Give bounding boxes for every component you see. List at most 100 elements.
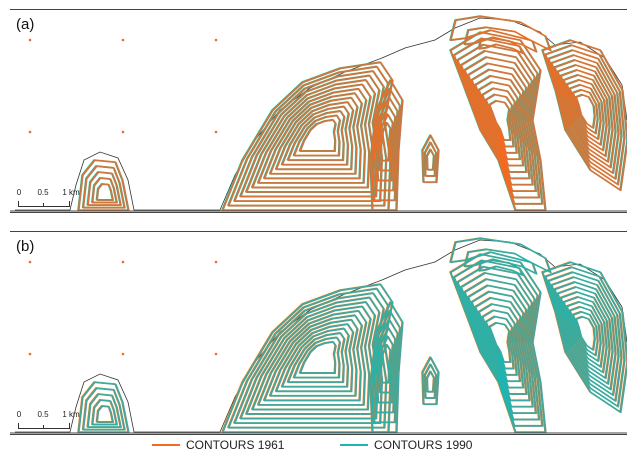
contour-line-1990	[554, 281, 617, 391]
contour-line-1961	[378, 113, 395, 172]
contour-line-1961	[569, 84, 602, 141]
panel-label: (b)	[16, 238, 35, 255]
contour-map-b	[10, 237, 627, 434]
legend-label-1961: CONTOURS 1961	[186, 438, 285, 452]
scale-label-1km: 1 km	[62, 410, 80, 419]
contour-line-1990	[548, 271, 623, 402]
contour-line-1990	[575, 316, 596, 351]
contour-line-1990	[91, 399, 118, 426]
contour-line-1961	[566, 79, 605, 146]
contour-line-1990	[557, 286, 614, 385]
grid-tick-mark	[28, 352, 32, 356]
contour-line-1961	[542, 39, 627, 192]
scale-label-0: 0	[16, 188, 22, 197]
contour-line-1990	[545, 266, 626, 408]
grid-tick-mark	[214, 130, 218, 134]
scale-label-0: 0	[16, 410, 22, 419]
scale-label-half: 0.5	[37, 410, 49, 419]
contour-line-1961	[78, 159, 130, 212]
panel-label: (a)	[16, 16, 35, 33]
contour-line-1961	[474, 75, 525, 167]
contour-line-1990	[560, 291, 611, 380]
contour-line-1990	[370, 301, 404, 434]
contour-line-1990	[82, 387, 126, 431]
contour-line-1961	[548, 49, 623, 180]
contour-line-1990	[422, 356, 440, 406]
grid-tick-mark	[28, 130, 32, 134]
contour-line-1990	[482, 309, 518, 376]
grid-tick-mark	[28, 38, 32, 42]
grid-tick-mark	[121, 130, 125, 134]
contour-line-1990	[474, 297, 525, 389]
contour-line-1990	[287, 332, 346, 384]
contour-line-1961	[91, 177, 118, 204]
contour-line-1990	[566, 301, 605, 368]
contour-line-1961	[257, 88, 368, 184]
legend: CONTOURS 1961 CONTOURS 1990	[0, 438, 627, 458]
contour-line-1990	[450, 237, 552, 274]
contour-line-1961	[287, 110, 346, 162]
contour-line-1961	[281, 106, 350, 166]
contour-line-1961	[478, 37, 524, 55]
contour-line-1961	[485, 94, 515, 148]
contour-line-1961	[572, 89, 599, 135]
contour-line-1961	[464, 56, 534, 186]
contour-line-1990	[257, 310, 368, 406]
contour-line-1990	[563, 296, 608, 374]
map-panel-b: (b) 0 0.5 1 km	[10, 231, 627, 435]
contour-line-1990	[228, 288, 390, 429]
contour-line-1961	[96, 183, 115, 202]
contour-line-1961	[422, 134, 440, 184]
grid-tick-mark	[214, 352, 218, 356]
legend-item-1961: CONTOURS 1961	[152, 438, 284, 452]
scale-bar: 0 0.5 1 km	[15, 188, 80, 208]
contour-map-a	[10, 15, 627, 212]
contour-line-1990	[275, 323, 355, 393]
legend-swatch-1990	[340, 444, 368, 446]
contour-line-1961	[228, 66, 390, 207]
contour-line-1961	[222, 61, 394, 212]
contours-1990	[78, 237, 627, 434]
contour-line-1990	[467, 284, 531, 402]
contour-line-1961	[450, 15, 552, 52]
contour-line-1961	[471, 69, 528, 173]
contour-line-1990	[471, 291, 528, 395]
contour-line-1961	[269, 97, 359, 175]
contour-line-1990	[426, 370, 436, 393]
contour-line-1990	[380, 344, 392, 384]
contour-line-1961	[489, 100, 512, 142]
contour-line-1990	[299, 341, 337, 375]
contour-line-1961	[460, 50, 538, 193]
contour-line-1961	[560, 69, 611, 158]
contour-line-1990	[542, 261, 627, 414]
contour-line-1990	[293, 336, 342, 379]
contour-line-1961	[557, 64, 614, 163]
contour-line-1961	[263, 92, 364, 180]
contour-line-1961	[275, 101, 355, 171]
contour-line-1961	[370, 79, 404, 212]
contour-line-1990	[572, 311, 599, 357]
contour-line-1961	[467, 62, 531, 180]
contour-line-1990	[372, 310, 402, 424]
contour-line-1961	[453, 37, 544, 205]
contour-line-1990	[376, 327, 397, 404]
contour-line-1961	[426, 148, 436, 171]
contour-line-1990	[424, 363, 438, 399]
contour-line-1961	[376, 105, 397, 182]
legend-swatch-1961	[152, 444, 180, 446]
contour-line-1990	[478, 259, 524, 277]
contour-line-1961	[372, 88, 402, 202]
contour-line-1961	[563, 74, 608, 152]
contour-line-1990	[281, 328, 350, 388]
contour-line-1990	[234, 292, 385, 425]
contour-line-1961	[82, 165, 126, 209]
contour-line-1990	[551, 276, 620, 397]
contour-line-1961	[251, 83, 372, 189]
contour-line-1990	[464, 278, 534, 408]
contour-line-1990	[222, 283, 394, 434]
contour-line-1961	[554, 59, 617, 169]
contour-line-1990	[96, 405, 115, 424]
contour-line-1961	[450, 31, 547, 212]
contour-line-1961	[299, 119, 337, 153]
contours-1961	[78, 15, 627, 212]
